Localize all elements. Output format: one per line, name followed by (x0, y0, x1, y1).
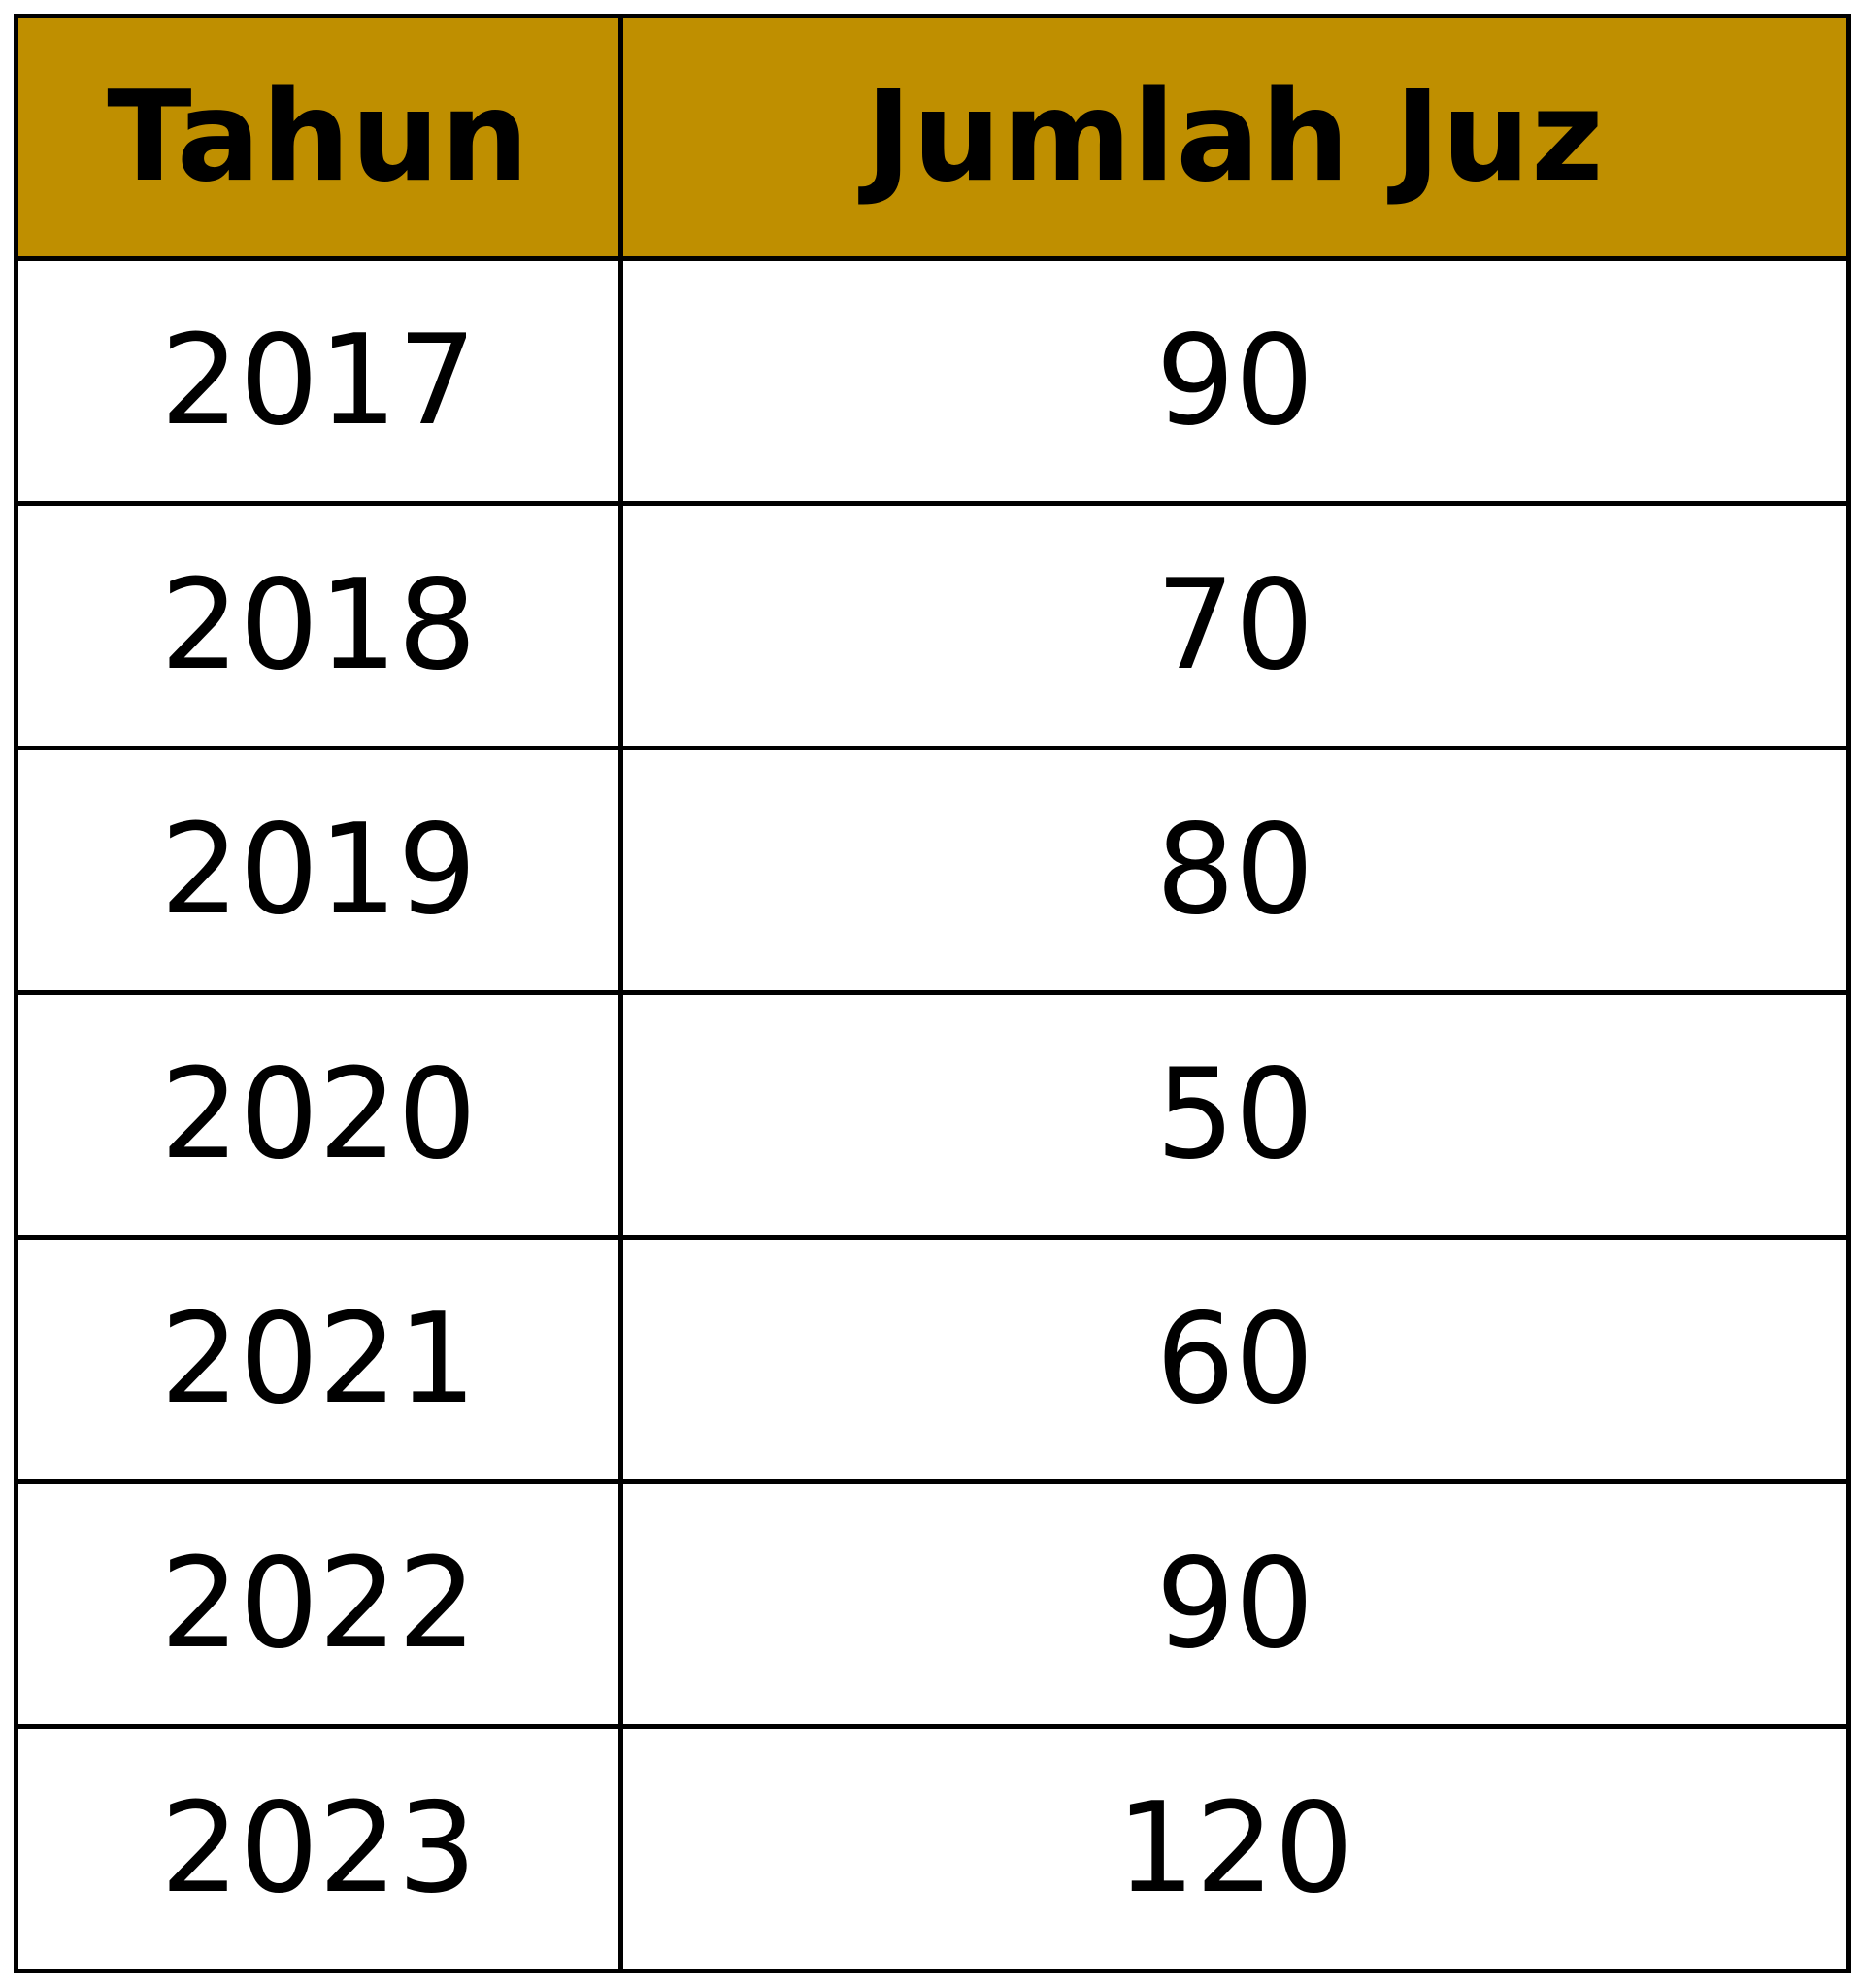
year-cell: 2019 (14, 746, 623, 995)
year-cell: 2021 (14, 1235, 623, 1484)
year-cell: 2023 (14, 1724, 623, 1973)
table-row: 2021 60 (14, 1235, 1851, 1484)
table-row: 2017 90 (14, 256, 1851, 506)
juz-count-cell: 120 (618, 1724, 1851, 1973)
juz-count-cell: 50 (618, 990, 1851, 1240)
juz-count-cell: 70 (618, 501, 1851, 750)
column-header-jumlah-juz: Jumlah Juz (618, 14, 1851, 261)
table-header-row: Tahun Jumlah Juz (14, 14, 1851, 261)
column-header-tahun: Tahun (14, 14, 623, 261)
juz-count-cell: 60 (618, 1235, 1851, 1484)
table-row: 2022 90 (14, 1479, 1851, 1729)
year-cell: 2020 (14, 990, 623, 1240)
table-row: 2020 50 (14, 990, 1851, 1240)
juz-count-cell: 80 (618, 746, 1851, 995)
year-cell: 2018 (14, 501, 623, 750)
juz-count-cell: 90 (618, 1479, 1851, 1729)
table-row: 2018 70 (14, 501, 1851, 750)
data-table: Tahun Jumlah Juz 2017 90 2018 70 2019 80… (14, 14, 1851, 1973)
year-cell: 2017 (14, 256, 623, 506)
juz-count-cell: 90 (618, 256, 1851, 506)
table-row: 2019 80 (14, 746, 1851, 995)
table-row: 2023 120 (14, 1724, 1851, 1973)
year-cell: 2022 (14, 1479, 623, 1729)
